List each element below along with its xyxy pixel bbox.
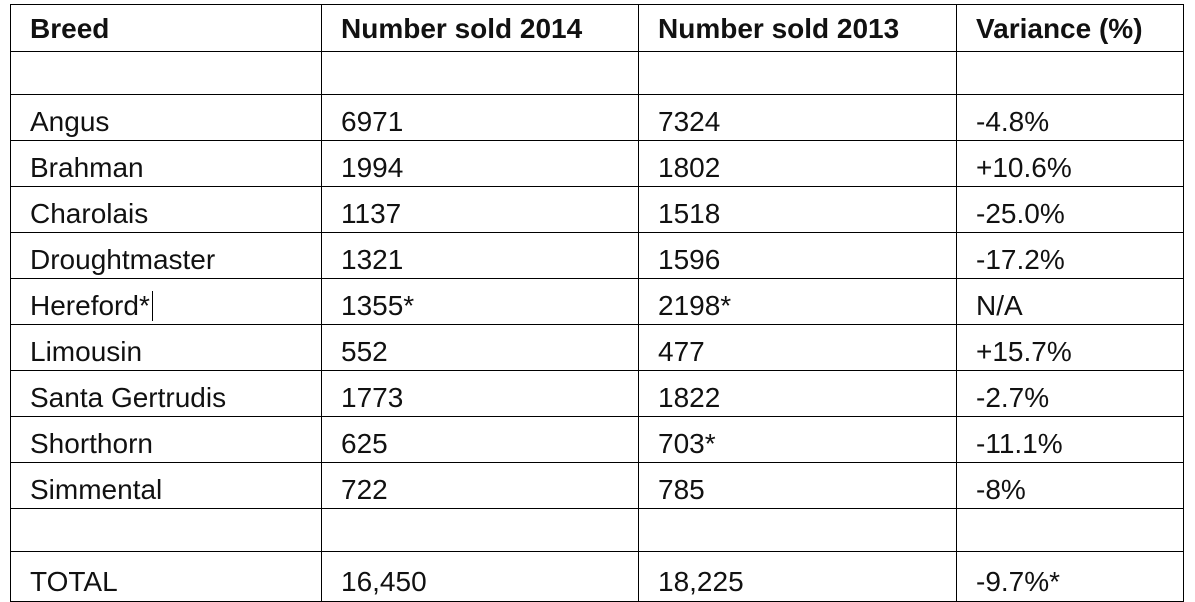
variance-cell: -11.1% [956, 416, 1184, 463]
breed-cell: Hereford* [10, 278, 322, 325]
table-row: Droughtmaster 1321 1596 -17.2% [10, 232, 1184, 279]
total-variance: -9.7%* [956, 551, 1184, 602]
variance-cell: -8% [956, 462, 1184, 509]
breed-cell: Limousin [10, 324, 322, 371]
sold-2013-cell: 785 [638, 462, 957, 509]
total-label: TOTAL [10, 551, 322, 602]
spacer-row [10, 508, 1184, 552]
header-number-sold-2014: Number sold 2014 [321, 4, 639, 52]
breed-sales-table: Breed Number sold 2014 Number sold 2013 … [10, 4, 1184, 602]
total-sold-2013: 18,225 [638, 551, 957, 602]
total-sold-2014: 16,450 [321, 551, 639, 602]
sold-2014-cell: 6971 [321, 94, 639, 141]
empty-cell [321, 51, 639, 95]
breed-cell: Charolais [10, 186, 322, 233]
table-row: Limousin 552 477 +15.7% [10, 324, 1184, 371]
breed-cell: Santa Gertrudis [10, 370, 322, 417]
empty-cell [10, 51, 322, 95]
header-variance: Variance (%) [956, 4, 1184, 52]
sold-2013-cell: 703* [638, 416, 957, 463]
sold-2014-cell: 552 [321, 324, 639, 371]
breed-cell: Droughtmaster [10, 232, 322, 279]
variance-cell: -17.2% [956, 232, 1184, 279]
sold-2014-cell: 1773 [321, 370, 639, 417]
table-row: Brahman 1994 1802 +10.6% [10, 140, 1184, 187]
breed-cell: Shorthorn [10, 416, 322, 463]
breed-cell: Angus [10, 94, 322, 141]
breed-cell: Brahman [10, 140, 322, 187]
empty-cell [956, 508, 1184, 552]
sold-2014-cell: 1137 [321, 186, 639, 233]
header-row: Breed Number sold 2014 Number sold 2013 … [10, 4, 1184, 52]
variance-cell: +15.7% [956, 324, 1184, 371]
variance-cell: -4.8% [956, 94, 1184, 141]
empty-cell [638, 508, 957, 552]
sold-2014-cell: 625 [321, 416, 639, 463]
breed-label: Hereford* [30, 291, 153, 321]
sold-2014-cell: 1355* [321, 278, 639, 325]
total-row: TOTAL 16,450 18,225 -9.7%* [10, 551, 1184, 602]
sold-2013-cell: 1822 [638, 370, 957, 417]
variance-cell: -2.7% [956, 370, 1184, 417]
header-breed: Breed [10, 4, 322, 52]
table-row: Santa Gertrudis 1773 1822 -2.7% [10, 370, 1184, 417]
empty-cell [638, 51, 957, 95]
sold-2013-cell: 1596 [638, 232, 957, 279]
table-row: Charolais 1137 1518 -25.0% [10, 186, 1184, 233]
sold-2013-cell: 1802 [638, 140, 957, 187]
variance-cell: +10.6% [956, 140, 1184, 187]
sold-2014-cell: 1321 [321, 232, 639, 279]
table-row: Hereford* 1355* 2198* N/A [10, 278, 1184, 325]
sold-2014-cell: 1994 [321, 140, 639, 187]
sold-2013-cell: 7324 [638, 94, 957, 141]
sold-2013-cell: 477 [638, 324, 957, 371]
empty-cell [956, 51, 1184, 95]
table-row: Shorthorn 625 703* -11.1% [10, 416, 1184, 463]
table-row: Simmental 722 785 -8% [10, 462, 1184, 509]
spacer-row [10, 51, 1184, 95]
sold-2014-cell: 722 [321, 462, 639, 509]
sold-2013-cell: 2198* [638, 278, 957, 325]
variance-cell: N/A [956, 278, 1184, 325]
empty-cell [10, 508, 322, 552]
variance-cell: -25.0% [956, 186, 1184, 233]
breed-cell: Simmental [10, 462, 322, 509]
empty-cell [321, 508, 639, 552]
header-number-sold-2013: Number sold 2013 [638, 4, 957, 52]
breed-sales-sheet: Breed Number sold 2014 Number sold 2013 … [10, 4, 1184, 602]
sold-2013-cell: 1518 [638, 186, 957, 233]
table-row: Angus 6971 7324 -4.8% [10, 94, 1184, 141]
